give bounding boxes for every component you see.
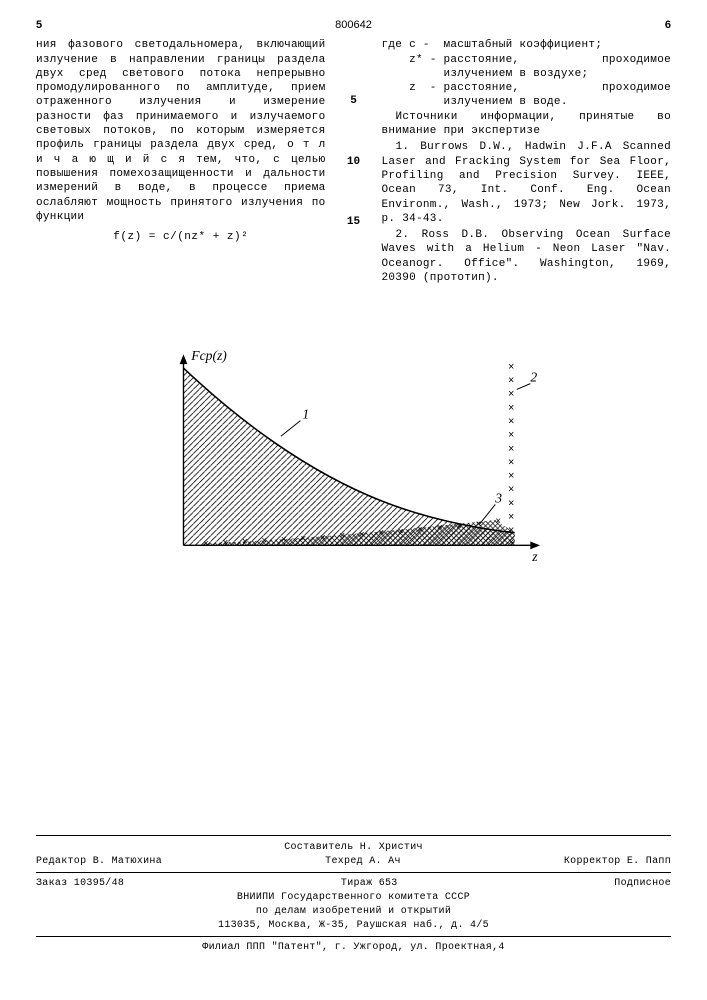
techred: Техред А. Ач	[325, 855, 401, 868]
svg-text:×: ×	[507, 417, 513, 429]
imprint-line: ВНИИПИ Государственного комитета СССР	[36, 891, 671, 904]
label-leader-1	[280, 421, 299, 437]
divider	[36, 936, 671, 937]
right-column: где с -масштабный коэффициент; z* -расст…	[382, 38, 672, 287]
svg-text:×: ×	[241, 537, 247, 548]
def-label: где с -	[382, 38, 444, 52]
svg-text:×: ×	[261, 536, 267, 547]
svg-text:×: ×	[222, 538, 228, 549]
svg-text:×: ×	[339, 531, 345, 542]
order-number: Заказ 10395/48	[36, 877, 124, 890]
svg-text:×: ×	[507, 485, 513, 497]
svg-text:×: ×	[358, 530, 364, 541]
svg-text:×: ×	[417, 525, 423, 536]
svg-text:×: ×	[436, 523, 442, 534]
y-axis-arrow	[179, 355, 187, 365]
svg-text:×: ×	[319, 533, 325, 544]
hatched-region-1	[183, 368, 514, 545]
curve-label-1: 1	[302, 407, 309, 422]
patent-number: 800642	[335, 18, 372, 32]
imprint-line: по делам изобретений и открытий	[36, 905, 671, 918]
svg-text:×: ×	[300, 534, 306, 545]
tirazh: Тираж 653	[341, 877, 398, 890]
svg-text:×: ×	[507, 376, 513, 388]
def-text: расстояние, проходимое излучением в воде…	[444, 81, 672, 110]
page-number-left: 5	[36, 18, 42, 32]
line-number: 5	[350, 94, 357, 108]
svg-text:×: ×	[202, 539, 208, 550]
svg-text:×: ×	[507, 458, 513, 470]
curve-label-2: 2	[530, 370, 537, 385]
y-axis-label: Fср(z)	[190, 349, 227, 365]
reference: 1. Burrows D.W., Hadwin J.F.A Scanned La…	[382, 140, 672, 226]
corrector: Корректор Е. Папп	[564, 855, 671, 868]
svg-text:×: ×	[456, 521, 462, 532]
def-label: z -	[382, 81, 444, 110]
page-number-right: 6	[665, 18, 671, 32]
line-number: 10	[347, 155, 360, 169]
def-label: z* -	[382, 53, 444, 82]
def-text: расстояние, проходимое излучением в возд…	[444, 53, 672, 82]
curve-2-markers: ×× ×× ×× ×× ×× ×× ××	[507, 362, 513, 549]
svg-text:×: ×	[507, 390, 513, 402]
svg-text:×: ×	[507, 431, 513, 443]
imprint-line: 113035, Москва, Ж-35, Раушская наб., д. …	[36, 919, 671, 932]
imprint-bottom: Филиал ППП "Патент", г. Ужгород, ул. Про…	[36, 941, 671, 954]
x-axis-label: z	[531, 549, 538, 564]
podpisnoe: Подписное	[614, 877, 671, 890]
editor: Редактор В. Матюхина	[36, 855, 162, 868]
divider	[36, 872, 671, 873]
imprint-line: Составитель Н. Христич	[36, 841, 671, 854]
chart-figure: Fср(z) z ×× ×× ×× ×× ×× ×× ×× ×× ×× ×× ×…	[164, 331, 544, 565]
svg-text:×: ×	[507, 538, 513, 550]
left-column: ния фазового светодальномера, включающий…	[36, 38, 326, 287]
svg-text:×: ×	[507, 444, 513, 456]
svg-text:×: ×	[280, 535, 286, 546]
svg-text:×: ×	[507, 362, 513, 374]
svg-text:×: ×	[507, 526, 513, 538]
two-column-text: ния фазового светодальномера, включающий…	[36, 38, 671, 287]
sources-heading: Источники информации, принятые во вниман…	[382, 110, 672, 139]
reference: 2. Ross D.B. Observing Ocean Surface Wav…	[382, 228, 672, 285]
page-header: 5 800642 6	[36, 18, 671, 32]
left-body: ния фазового светодальномера, включающий…	[36, 38, 326, 224]
line-number: 15	[347, 215, 360, 229]
svg-text:×: ×	[507, 512, 513, 524]
svg-text:×: ×	[397, 527, 403, 538]
line-number-gutter: 5 10 15	[346, 38, 362, 287]
svg-text:×: ×	[507, 499, 513, 511]
curve-label-3: 3	[494, 491, 502, 506]
svg-text:×: ×	[507, 471, 513, 483]
svg-text:×: ×	[378, 528, 384, 539]
definition-list: где с -масштабный коэффициент; z* -расст…	[382, 38, 672, 109]
svg-text:×: ×	[475, 519, 481, 530]
def-text: масштабный коэффициент;	[444, 38, 672, 52]
svg-text:×: ×	[495, 516, 501, 527]
svg-text:×: ×	[507, 403, 513, 415]
label-leader-2	[516, 384, 530, 390]
imprint-block: Составитель Н. Христич Редактор В. Матюх…	[36, 835, 671, 959]
formula: f(z) = c/(nz* + z)²	[36, 230, 326, 244]
